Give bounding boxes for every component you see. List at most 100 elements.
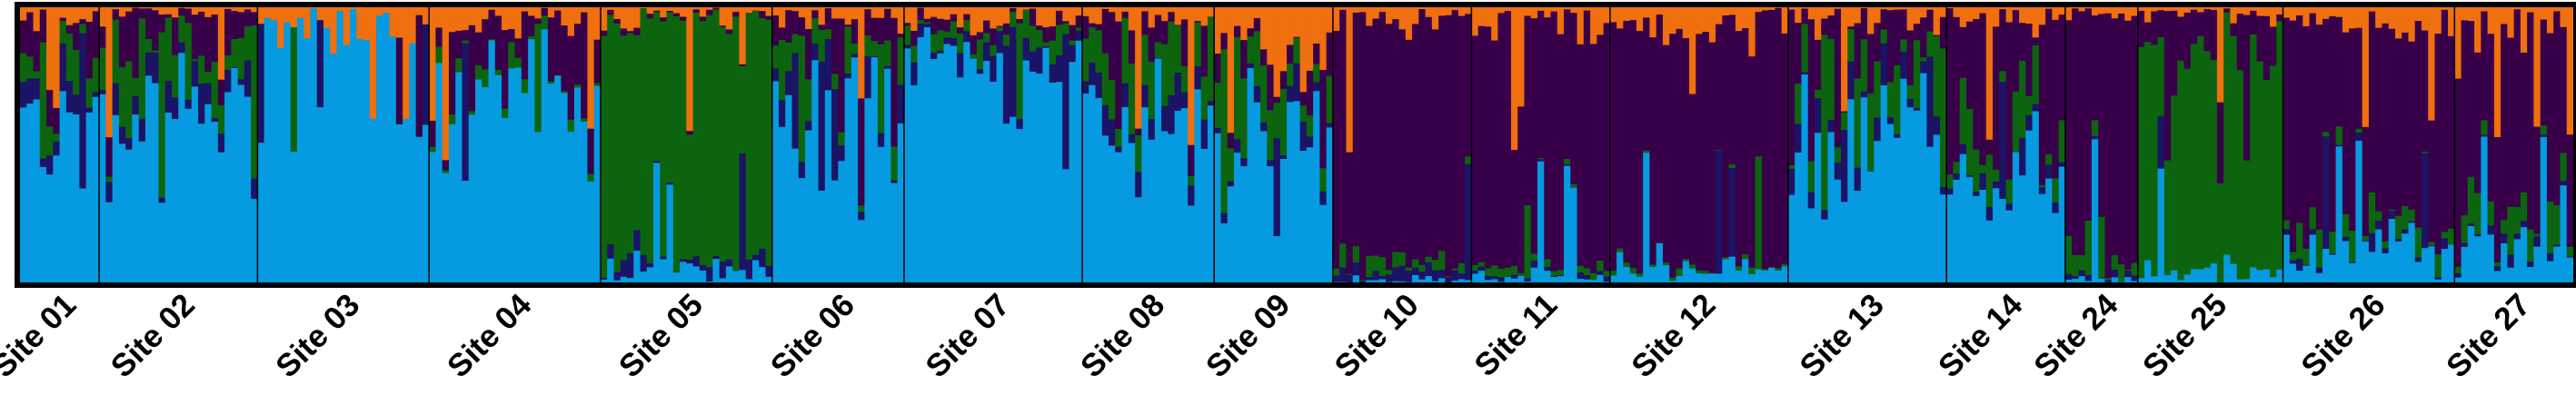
bar-segment-purple [884, 8, 892, 41]
bar-segment-navy [112, 83, 120, 115]
bar-segment-orange [1326, 7, 1334, 33]
bar-segment-green [1141, 35, 1149, 85]
bar-segment-purple [1933, 35, 1941, 36]
bar-segment-light-blue [435, 62, 443, 283]
bar-segment-orange [824, 7, 832, 9]
bar-segment-green [2183, 68, 2192, 275]
bar-segment-green [587, 173, 595, 182]
bars-layer [20, 7, 2574, 283]
bar-segment-navy [2157, 115, 2165, 169]
bar-segment-purple [2394, 38, 2402, 216]
bar-segment-purple [2190, 9, 2198, 44]
bar-segment-light-blue [1154, 58, 1162, 283]
bar-segment-green [2210, 59, 2218, 264]
bar-segment-navy [2315, 267, 2323, 273]
bar-segment-orange [1623, 7, 1631, 22]
bar-segment-purple [488, 9, 496, 40]
bar-segment-light-blue [2408, 222, 2416, 283]
bar-segment-navy [765, 265, 773, 277]
bar-segment-purple [46, 89, 54, 127]
bar-segment-green [653, 11, 661, 162]
bar-segment-navy [692, 255, 701, 267]
bar-segment-green [2408, 209, 2416, 222]
bar-segment-light-blue [838, 160, 846, 283]
bar-segment-purple [2124, 20, 2133, 271]
bar-segment-light-blue [1596, 274, 1605, 283]
bar-segment-green [1319, 167, 1328, 192]
bar-segment-light-blue [138, 141, 146, 283]
bar-segment-purple [528, 15, 535, 37]
bar-segment-light-blue [1894, 137, 1901, 283]
bar-segment-navy [1405, 270, 1413, 282]
bar-segment-orange [244, 7, 252, 10]
bar-segment-orange [204, 7, 213, 17]
bar-segment-light-blue [686, 262, 694, 283]
bar-segment-navy [1220, 212, 1228, 223]
bar-segment-light-blue [2533, 246, 2541, 283]
bar-segment-navy [2408, 221, 2416, 223]
bar-segment-green [79, 23, 87, 34]
bar-segment-light-blue [2302, 265, 2311, 283]
bar-segment-purple [950, 14, 958, 22]
bar-segment-orange [1768, 7, 1776, 10]
bar-segment-orange [2256, 7, 2264, 16]
bar-segment-light-blue [415, 136, 423, 283]
bar-segment-light-blue [1676, 275, 1684, 283]
bar-segment-light-blue [1801, 74, 1809, 283]
bar-segment-light-blue [118, 143, 126, 283]
bar-segment-orange [1267, 7, 1275, 65]
bar-segment-navy [1946, 188, 1954, 195]
bar-segment-orange [1214, 7, 1222, 54]
bar-segment-light-blue [2012, 152, 2020, 283]
bar-segment-green [1510, 265, 1518, 275]
bar-segment-green [2250, 34, 2258, 268]
bar-segment-orange [1418, 7, 1427, 10]
bar-segment-orange [1854, 7, 1862, 24]
bar-segment-orange [910, 7, 919, 31]
bar-segment-navy [950, 37, 958, 46]
bar-segment-navy [1913, 107, 1921, 111]
bar-segment-light-blue [640, 271, 648, 283]
bar-segment-orange [1583, 7, 1591, 11]
bar-segment-light-blue [1570, 187, 1578, 283]
bar-segment-purple [2269, 26, 2277, 66]
bar-segment-navy [1564, 163, 1571, 166]
bar-segment-green [1906, 84, 1915, 99]
bar-segment-orange [957, 7, 964, 28]
bar-segment-green [996, 26, 1004, 32]
bar-segment-light-blue [2335, 145, 2343, 283]
bar-segment-purple [1161, 20, 1169, 44]
bar-segment-purple [1392, 18, 1400, 252]
bar-segment-purple [1656, 14, 1664, 243]
bar-segment-orange [2533, 7, 2541, 127]
bar-segment-purple [1530, 17, 1538, 254]
bar-segment-light-blue [1576, 278, 1585, 283]
bar-segment-green [2157, 36, 2165, 116]
bar-segment-orange [39, 7, 47, 10]
bar-segment-purple [1662, 44, 1670, 263]
bar-segment-purple [2203, 8, 2212, 52]
bar-segment-light-blue [2111, 276, 2119, 283]
bar-segment-purple [468, 25, 476, 112]
bar-segment-light-blue [2540, 136, 2548, 283]
bar-segment-green [732, 15, 741, 271]
bar-segment-green [1801, 23, 1809, 73]
bar-segment-purple [811, 9, 820, 18]
bar-segment-green [706, 15, 713, 268]
bar-segment-green [2197, 35, 2204, 270]
bar-segment-orange [1510, 7, 1518, 151]
bar-segment-orange [1477, 7, 1486, 26]
bar-segment-orange [2349, 7, 2356, 29]
bar-segment-navy [870, 55, 879, 58]
bar-segment-purple [970, 35, 978, 54]
bar-segment-light-blue [1029, 71, 1037, 283]
bar-segment-navy [2025, 114, 2034, 131]
bar-segment-purple [1484, 25, 1492, 269]
bar-segment-navy [1457, 272, 1466, 280]
bar-segment-orange [1728, 7, 1736, 15]
bar-segment-purple [2329, 15, 2337, 232]
bar-segment-green [2355, 128, 2363, 133]
bar-segment-green [1609, 270, 1617, 276]
bar-segment-purple [1795, 22, 1803, 84]
bar-segment-orange [666, 7, 674, 11]
